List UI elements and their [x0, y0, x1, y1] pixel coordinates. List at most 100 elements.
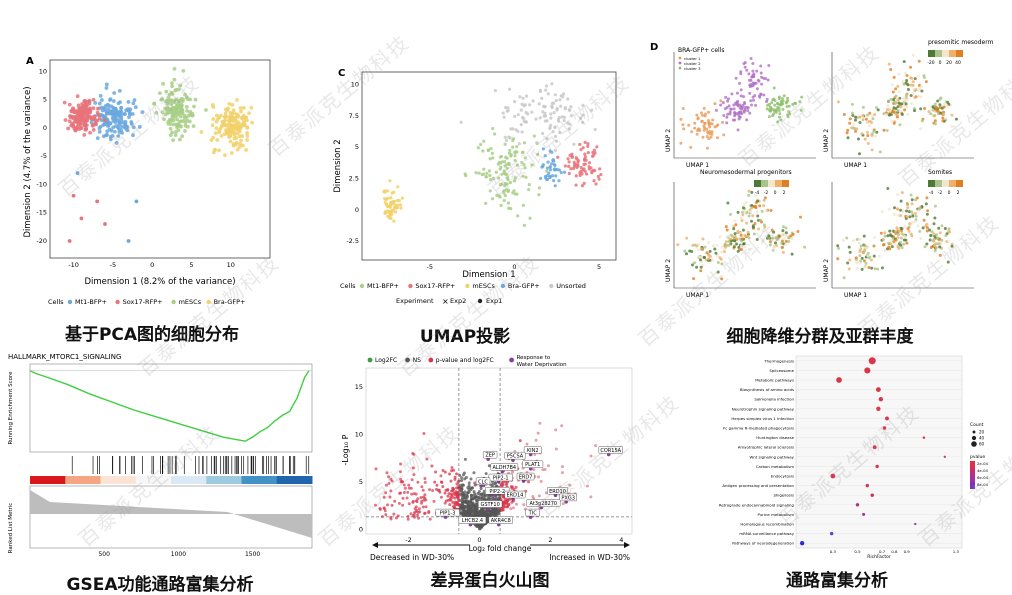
pca-point — [228, 139, 233, 144]
enrich-point — [885, 416, 889, 421]
umap-point — [580, 184, 585, 188]
pca-point — [181, 119, 186, 123]
cluster-point — [848, 250, 852, 254]
pca-point — [175, 102, 180, 107]
cluster-point — [937, 226, 941, 230]
pca-point — [171, 138, 176, 143]
umap-point — [503, 135, 507, 139]
umap-point — [491, 126, 495, 131]
umap-point — [505, 156, 509, 160]
volcano-point — [406, 490, 410, 494]
volcano-point — [393, 499, 397, 503]
volcano-point — [444, 499, 448, 503]
cluster-point — [790, 252, 794, 256]
cluster-panel: D UMAP 1 UMAP 2 BRA-GFP+ cells cluster 1 clus… — [648, 38, 1004, 300]
cluster-point — [706, 118, 710, 122]
cluster-point — [942, 112, 946, 116]
pca-point — [105, 122, 110, 127]
cluster-point — [926, 209, 930, 213]
cluster-point — [722, 250, 726, 254]
enrich-size-legend-dot — [971, 435, 977, 441]
umap-point — [599, 172, 603, 177]
cluster-point — [887, 207, 891, 211]
umap-panel: C -5 0 5 10 7.5 5 2.5 0 -2.5 Dimension 1 Dimensi… — [332, 62, 622, 312]
cluster-point — [910, 76, 914, 80]
cluster-point — [701, 135, 705, 139]
cluster-point — [855, 127, 859, 131]
cluster-point — [929, 246, 933, 250]
cluster-point — [690, 250, 694, 254]
cluster-point — [772, 86, 776, 90]
umap-point — [490, 151, 494, 156]
volcano-label-box — [526, 499, 561, 507]
volcano-label-box — [504, 451, 526, 460]
volcano-point — [440, 480, 444, 484]
cluster-point — [763, 196, 767, 200]
volcano-point — [384, 513, 388, 517]
gsea-es-line — [29, 370, 310, 442]
cluster-point — [916, 224, 920, 228]
volcano-point — [450, 489, 454, 493]
pca-x-tick: 10 — [227, 261, 235, 269]
cluster-scale-cell — [942, 50, 949, 57]
enrich-point — [875, 464, 879, 469]
pca-point — [75, 112, 80, 117]
cluster-point — [906, 83, 910, 87]
pca-point — [185, 108, 190, 113]
umap-point — [499, 203, 503, 208]
enrich-point — [875, 387, 881, 392]
umap-point — [390, 208, 394, 212]
pca-point — [116, 134, 121, 138]
volcano-point — [537, 494, 541, 498]
cluster-point — [739, 216, 743, 220]
umap-point — [551, 130, 555, 134]
volcano-point — [411, 499, 415, 503]
cluster-point — [732, 245, 736, 249]
cluster-point — [872, 244, 876, 248]
cluster-scale-label: -4 — [929, 190, 934, 196]
cluster-point — [780, 97, 784, 101]
volcano-arrow-right-label: Increased in WD-30% — [549, 553, 630, 562]
cluster-point — [745, 118, 749, 122]
volcano-point — [414, 492, 418, 496]
volcano-point — [458, 487, 462, 491]
pca-point — [66, 126, 71, 131]
pca-point — [166, 121, 171, 126]
volcano-arrow-left-label: Decreased in WD-30% — [370, 553, 454, 562]
volcano-point — [477, 495, 481, 499]
cluster-point — [770, 101, 774, 105]
cluster-point — [892, 121, 896, 125]
umap-point — [459, 120, 463, 124]
umap-point — [499, 165, 503, 169]
volcano-point — [392, 512, 396, 516]
pca-point — [213, 131, 218, 135]
cluster-point — [692, 261, 696, 265]
pca-point — [226, 106, 230, 111]
umap-point — [548, 175, 552, 179]
cluster-point — [693, 121, 697, 125]
cluster-point — [780, 239, 784, 243]
pca-point — [75, 117, 80, 122]
cluster-point — [776, 120, 780, 124]
cluster-point — [724, 225, 728, 229]
pca-point — [95, 110, 100, 115]
cluster-point — [885, 128, 889, 132]
volcano-point — [423, 493, 427, 497]
cluster-point — [708, 125, 712, 129]
volcano-point — [495, 513, 499, 517]
volcano-point — [437, 489, 441, 493]
volcano-legend-label: p-value and log2FC — [436, 357, 494, 364]
cluster-point — [733, 114, 737, 118]
umap-point — [517, 142, 521, 146]
volcano-point — [425, 457, 429, 461]
cluster-point — [854, 115, 858, 119]
pca-point — [101, 123, 106, 127]
pca-point — [123, 122, 128, 127]
volcano-point — [532, 468, 536, 472]
cluster-point — [725, 115, 729, 119]
cluster-point — [682, 127, 686, 131]
cluster-point — [866, 251, 870, 255]
volcano-point — [538, 421, 542, 425]
volcano-point — [515, 502, 519, 506]
